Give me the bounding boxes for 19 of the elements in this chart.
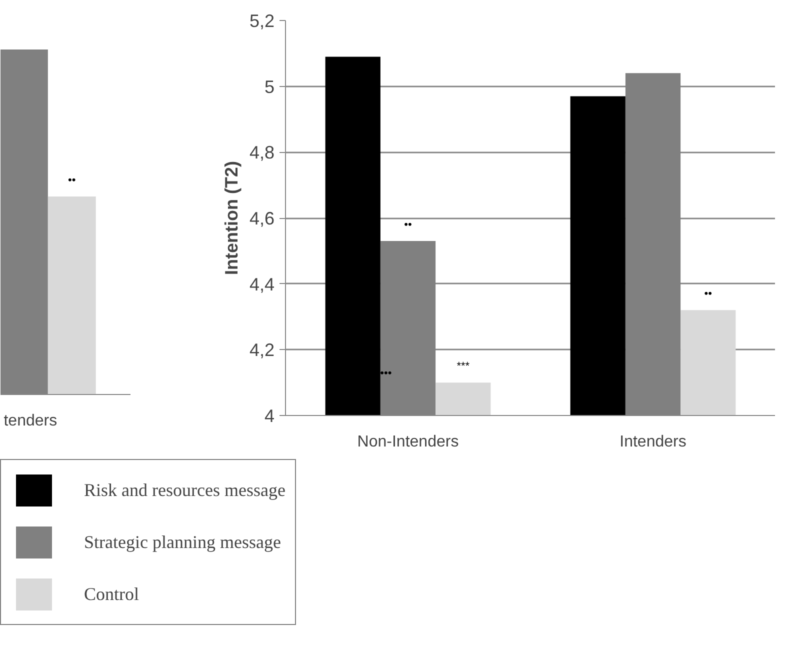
annotation: •• bbox=[404, 219, 412, 232]
y-tick-label: 4,4 bbox=[249, 274, 275, 294]
legend-label: Strategic planning message bbox=[84, 530, 281, 554]
y-tick-label: 5 bbox=[264, 76, 275, 97]
annotation: *** bbox=[456, 360, 470, 373]
y-tick-label: 4,6 bbox=[249, 208, 275, 228]
annotation: •• bbox=[704, 288, 712, 300]
x-tick-label: Intenders bbox=[620, 434, 686, 450]
y-tick-label: 4,8 bbox=[249, 142, 275, 163]
y-tick-label: 4 bbox=[264, 406, 275, 426]
annotation: •• bbox=[68, 174, 76, 186]
y-tick-label: 5,2 bbox=[249, 11, 275, 31]
annotation: ••• bbox=[380, 368, 392, 380]
legend-label: Control bbox=[84, 582, 140, 606]
x-tick-label: tenders bbox=[4, 412, 58, 430]
y-tick-label: 4,2 bbox=[249, 340, 275, 360]
legend-label: Risk and resources message bbox=[84, 478, 286, 502]
x-tick-label: Non-Intenders bbox=[357, 434, 459, 450]
y-axis-title: Intention (T2) bbox=[221, 161, 242, 275]
